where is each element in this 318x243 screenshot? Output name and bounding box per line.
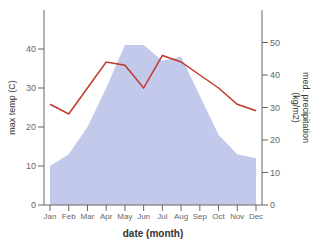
svg-text:0: 0 xyxy=(270,200,275,210)
svg-text:10: 10 xyxy=(26,161,36,171)
svg-text:30: 30 xyxy=(26,83,36,93)
svg-text:Jul: Jul xyxy=(157,212,167,221)
svg-text:Jun: Jun xyxy=(137,212,150,221)
svg-text:date (month): date (month) xyxy=(123,228,184,239)
svg-text:30: 30 xyxy=(270,103,280,113)
svg-text:10: 10 xyxy=(270,168,280,178)
svg-text:Aug: Aug xyxy=(174,212,188,221)
svg-text:Mar: Mar xyxy=(81,212,95,221)
svg-text:May: May xyxy=(117,212,132,221)
svg-text:40: 40 xyxy=(26,44,36,54)
svg-text:med. precipitation(kg/m2): med. precipitation(kg/m2) xyxy=(291,72,310,143)
svg-text:Feb: Feb xyxy=(62,212,76,221)
svg-text:Nov: Nov xyxy=(230,212,244,221)
svg-text:0: 0 xyxy=(31,200,36,210)
svg-text:Sep: Sep xyxy=(193,212,208,221)
svg-text:max temp (C): max temp (C) xyxy=(8,80,17,135)
svg-text:20: 20 xyxy=(26,122,36,132)
svg-text:40: 40 xyxy=(270,70,280,80)
svg-text:20: 20 xyxy=(270,135,280,145)
svg-text:Jan: Jan xyxy=(44,212,57,221)
svg-text:Apr: Apr xyxy=(100,212,113,221)
svg-text:Oct: Oct xyxy=(212,212,225,221)
svg-text:50: 50 xyxy=(270,38,280,48)
svg-text:Dec: Dec xyxy=(249,212,263,221)
